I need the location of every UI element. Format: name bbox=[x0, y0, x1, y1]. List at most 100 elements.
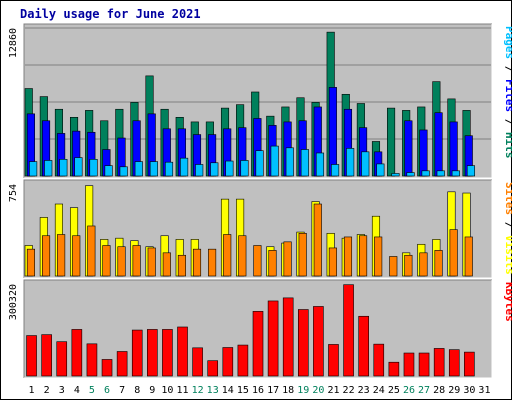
bar-pages-day-30: Pages 30: 900 bbox=[466, 165, 476, 177]
x-tick-label: 13 bbox=[207, 385, 219, 396]
x-tick-label: 5 bbox=[89, 385, 95, 396]
bar-pages-day-18: Pages 18: 2450 bbox=[285, 147, 294, 177]
bar-sites-day-3: Sites 3: 340 bbox=[57, 234, 66, 277]
bar-kbytes-day-2: KBytes 2: 135000 bbox=[41, 334, 52, 377]
x-tick-label: 23 bbox=[358, 385, 370, 396]
bar-pages-day-21: Pages 21: 1000 bbox=[331, 164, 340, 177]
bar-kbytes-day-14: KBytes 14: 93000 bbox=[222, 347, 234, 377]
bar-kbytes-day-16: KBytes 16: 211000 bbox=[252, 311, 264, 377]
x-tick-label: 8 bbox=[134, 385, 140, 396]
bar-files-day-21: Files 21: 7700 bbox=[328, 87, 337, 177]
bar-pages-day-10: Pages 10: 1200 bbox=[164, 161, 174, 177]
bar-files-day-27: Files 27: 4000 bbox=[419, 129, 428, 177]
bar-kbytes-day-18: KBytes 18: 255000 bbox=[282, 297, 294, 377]
bar-sites-day-14: Sites 14: 340 bbox=[223, 234, 232, 277]
legend-entry--: / bbox=[503, 112, 512, 132]
bar-kbytes-day-23: KBytes 23: 195000 bbox=[358, 315, 369, 377]
legend-pages-files-hits: Pages / Files / Hits bbox=[503, 26, 512, 159]
bar-kbytes-day-9: KBytes 9: 152000 bbox=[147, 329, 158, 377]
bar-pages-day-8: Pages 8: 1250 bbox=[134, 161, 143, 177]
bar-kbytes-day-30: KBytes 30: 78000 bbox=[464, 351, 475, 377]
bar-kbytes-day-17: KBytes 17: 245000 bbox=[267, 300, 279, 377]
legend-entry-files: Files bbox=[503, 79, 512, 112]
bar-sites-day-17: Sites 17: 210 bbox=[268, 250, 277, 277]
legend-entry-visits: Visits bbox=[503, 235, 512, 275]
x-tick-label: 22 bbox=[343, 385, 355, 396]
panel-kbytes: 300320 KBytes KBytes 1: 132000 KBytes 2: 13… bbox=[8, 279, 512, 379]
panel-bevel-highlight bbox=[24, 24, 493, 179]
bar-sites-day-7: Sites 7: 240 bbox=[117, 246, 126, 277]
bar-kbytes-day-26: KBytes 26: 75000 bbox=[403, 352, 415, 377]
x-tick-label: 7 bbox=[119, 385, 125, 396]
bar-pages-day-26: Pages 26: 300 bbox=[406, 172, 415, 177]
x-tick-label: 21 bbox=[327, 385, 339, 396]
bar-pages-day-11: Pages 11: 1550 bbox=[180, 157, 189, 177]
bar-sites-day-11: Sites 11: 170 bbox=[177, 254, 186, 277]
bar-pages-day-2: Pages 2: 1350 bbox=[44, 160, 53, 177]
bar-pages-day-7: Pages 7: 800 bbox=[119, 166, 128, 177]
x-tick-label: 30 bbox=[463, 385, 475, 396]
panel-bevel-highlight bbox=[24, 280, 493, 379]
bar-sites-day-18: Sites 18: 280 bbox=[283, 241, 292, 277]
series-pages: Pages 1: 1250 Pages 2: 1350 Pages 3: 1450 P… bbox=[29, 145, 476, 177]
bar-pages-day-6: Pages 6: 900 bbox=[104, 165, 113, 177]
bar-pages-day-29: Pages 29: 450 bbox=[451, 170, 460, 177]
bar-pages-day-12: Pages 12: 1000 bbox=[195, 164, 204, 177]
bar-sites-day-24: Sites 24: 320 bbox=[374, 236, 383, 277]
bar-kbytes-day-21: KBytes 21: 103000 bbox=[328, 344, 339, 377]
x-tick-label: 14 bbox=[222, 385, 234, 396]
bar-kbytes-day-7: KBytes 7: 80000 bbox=[116, 351, 128, 377]
bar-kbytes-day-1: KBytes 1: 132000 bbox=[26, 335, 37, 377]
y-max-label: 754 bbox=[8, 184, 19, 202]
legend-entry-pages: Pages bbox=[503, 26, 512, 59]
x-tick-label: 19 bbox=[297, 385, 309, 396]
x-tick-label: 16 bbox=[252, 385, 264, 396]
panel-bevel-shadow bbox=[23, 179, 492, 278]
bar-pages-day-24: Pages 24: 1050 bbox=[376, 163, 385, 177]
bar-kbytes-day-5: KBytes 5: 105000 bbox=[86, 343, 98, 377]
x-tick-label: 1 bbox=[29, 385, 35, 396]
y-max-label: 12860 bbox=[8, 28, 19, 58]
bar-pages-day-17: Pages 17: 2600 bbox=[270, 145, 279, 177]
bar-pages-day-25: Pages 25: 220 bbox=[391, 173, 400, 177]
bar-kbytes-day-29: KBytes 29: 86000 bbox=[448, 349, 460, 377]
x-tick-label: 18 bbox=[282, 385, 294, 396]
bar-sites-day-2: Sites 2: 330 bbox=[41, 235, 51, 277]
bar-sites-day-29: Sites 29: 380 bbox=[449, 229, 458, 277]
legend-visits-sites: Sites / Visits bbox=[503, 182, 512, 275]
bar-kbytes-day-15: KBytes 15: 101000 bbox=[237, 344, 249, 377]
bar-sites-day-16: Sites 16: 250 bbox=[253, 245, 262, 277]
bar-sites-day-5: Sites 5: 410 bbox=[87, 225, 96, 277]
x-tick-label: 26 bbox=[403, 385, 415, 396]
bar-hits-day-25: Hits 25: 5900 bbox=[387, 107, 396, 177]
x-tick-label: 6 bbox=[104, 385, 110, 396]
x-tick-label: 17 bbox=[267, 385, 279, 396]
bar-kbytes-day-28: KBytes 28: 90000 bbox=[433, 348, 445, 377]
x-tick-label: 24 bbox=[373, 385, 385, 396]
bar-kbytes-day-20: KBytes 20: 227000 bbox=[313, 306, 324, 377]
x-tick-label: 11 bbox=[176, 385, 188, 396]
bar-sites-day-9: Sites 9: 230 bbox=[147, 247, 156, 277]
bar-pages-day-28: Pages 28: 450 bbox=[436, 170, 445, 177]
bar-sites-day-30: Sites 30: 320 bbox=[464, 236, 473, 277]
bar-sites-day-28: Sites 28: 210 bbox=[434, 250, 443, 277]
bar-sites-day-8: Sites 8: 250 bbox=[132, 245, 141, 277]
bar-sites-day-10: Sites 10: 190 bbox=[162, 252, 171, 277]
bar-kbytes-day-8: KBytes 8: 150000 bbox=[131, 329, 143, 377]
x-tick-label: 10 bbox=[161, 385, 173, 396]
x-tick-label: 25 bbox=[388, 385, 400, 396]
bar-kbytes-day-6: KBytes 6: 54000 bbox=[101, 359, 113, 377]
bar-kbytes-day-3: KBytes 3: 112000 bbox=[56, 341, 68, 377]
bar-sites-day-13: Sites 13: 220 bbox=[208, 248, 217, 277]
panel-bevel-shadow bbox=[23, 23, 492, 178]
bar-sites-day-4: Sites 4: 330 bbox=[72, 235, 81, 277]
x-tick-label: 20 bbox=[312, 385, 324, 396]
bar-pages-day-15: Pages 15: 1350 bbox=[240, 160, 249, 177]
bar-pages-day-9: Pages 9: 1250 bbox=[149, 161, 158, 177]
x-axis-tick-labels: 1 2 3 4 5 6 7 8 9 10 11 12 13 14 15 16 17 18 19 20 21 22 23 24 2… bbox=[29, 385, 491, 396]
bar-sites-day-27: Sites 27: 190 bbox=[419, 252, 428, 277]
series-kbytes: KBytes 1: 132000 KBytes 2: 135000 KBytes 3… bbox=[26, 284, 475, 377]
bar-kbytes-day-10: KBytes 10: 152000 bbox=[162, 329, 173, 377]
